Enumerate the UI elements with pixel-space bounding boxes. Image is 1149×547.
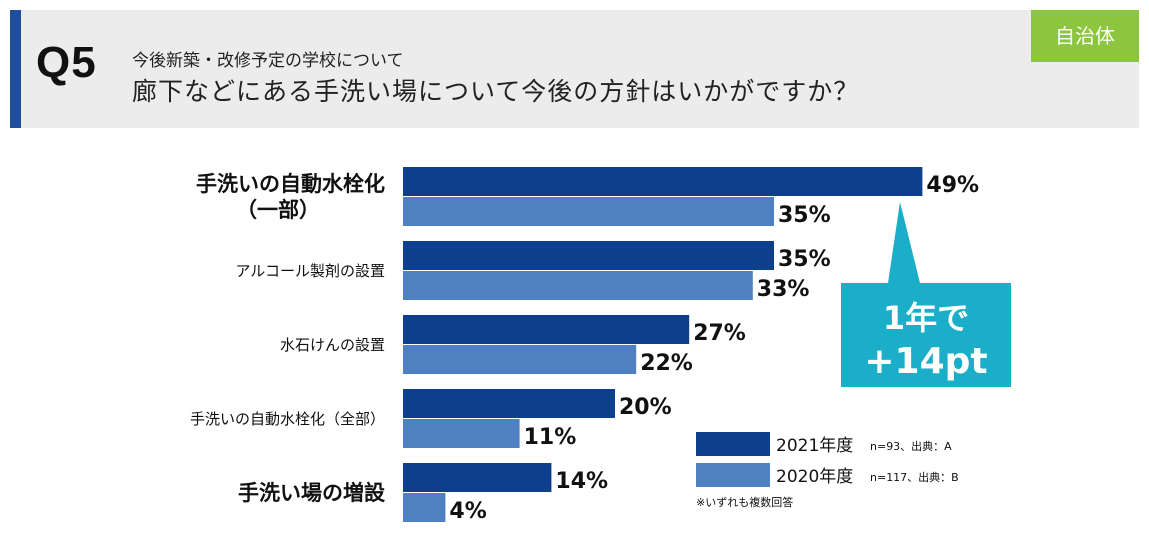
bar-value-label: 33%: [757, 277, 810, 302]
question-subtitle: 今後新築・改修予定の学校について: [132, 51, 404, 71]
callout-box: [841, 283, 1011, 387]
category-label: 手洗いの自動水栓化: [196, 172, 385, 196]
category-label: 水石けんの設置: [280, 336, 385, 354]
question-header: Q5 今後新築・改修予定の学校について 廊下などにある手洗い場について今後の方針…: [10, 10, 1139, 128]
bar-2020: [403, 345, 637, 374]
bar-2020: [403, 271, 753, 300]
callout-line-2: +14pt: [864, 341, 987, 382]
bar-2021: [403, 389, 615, 418]
bar-chart-svg: 手洗いの自動水栓化（一部） 49% 35% アルコール製剤の設置 35% 33% 水石けんの…: [190, 167, 1011, 524]
bar-2021: [403, 241, 774, 270]
bar-2021: [403, 167, 923, 196]
bar-2020: [403, 419, 520, 448]
bar-value-label: 35%: [778, 247, 831, 272]
bar-value-label: 27%: [693, 321, 746, 346]
legend-label: 2021年度: [776, 436, 853, 456]
category-label: （一部）: [236, 198, 320, 222]
legend-swatch: [696, 463, 770, 487]
category-label: 手洗い場の増設: [238, 481, 386, 505]
bar-value-label: 22%: [640, 351, 693, 376]
question-number: Q5: [36, 38, 97, 87]
bar-value-label: 14%: [555, 469, 608, 494]
bar-value-label: 49%: [926, 173, 979, 198]
bar-2020: [403, 197, 774, 226]
bar-2020: [403, 493, 446, 522]
question-title: 廊下などにある手洗い場について今後の方針はいかがですか？: [132, 77, 860, 106]
legend-note: n=93、出典：A: [870, 439, 952, 453]
callout-pointer: [888, 202, 920, 283]
category-label: アルコール製剤の設置: [235, 262, 385, 280]
bar-value-label: 11%: [524, 425, 577, 450]
bar-2021: [403, 463, 552, 492]
bar-value-label: 35%: [778, 203, 831, 228]
bar-2021: [403, 315, 690, 344]
legend-label: 2020年度: [776, 467, 853, 487]
category-label: 手洗いの自動水栓化（全部）: [190, 410, 385, 428]
legend-swatch: [696, 432, 770, 456]
bar-chart: 手洗いの自動水栓化 （一部） 49% 35% アルコール製剤の設置 35% 33% 水石けんの…: [0, 130, 1149, 543]
footnote: ※いずれも複数回答: [696, 495, 793, 509]
bar-value-label: 4%: [449, 499, 486, 524]
bar-value-label: 20%: [619, 395, 672, 420]
respondent-badge: 自治体: [1031, 10, 1139, 62]
callout-line-1: 1年で: [883, 299, 969, 337]
header-accent-bar: [10, 10, 21, 128]
legend-note: n=117、出典：B: [870, 470, 959, 484]
